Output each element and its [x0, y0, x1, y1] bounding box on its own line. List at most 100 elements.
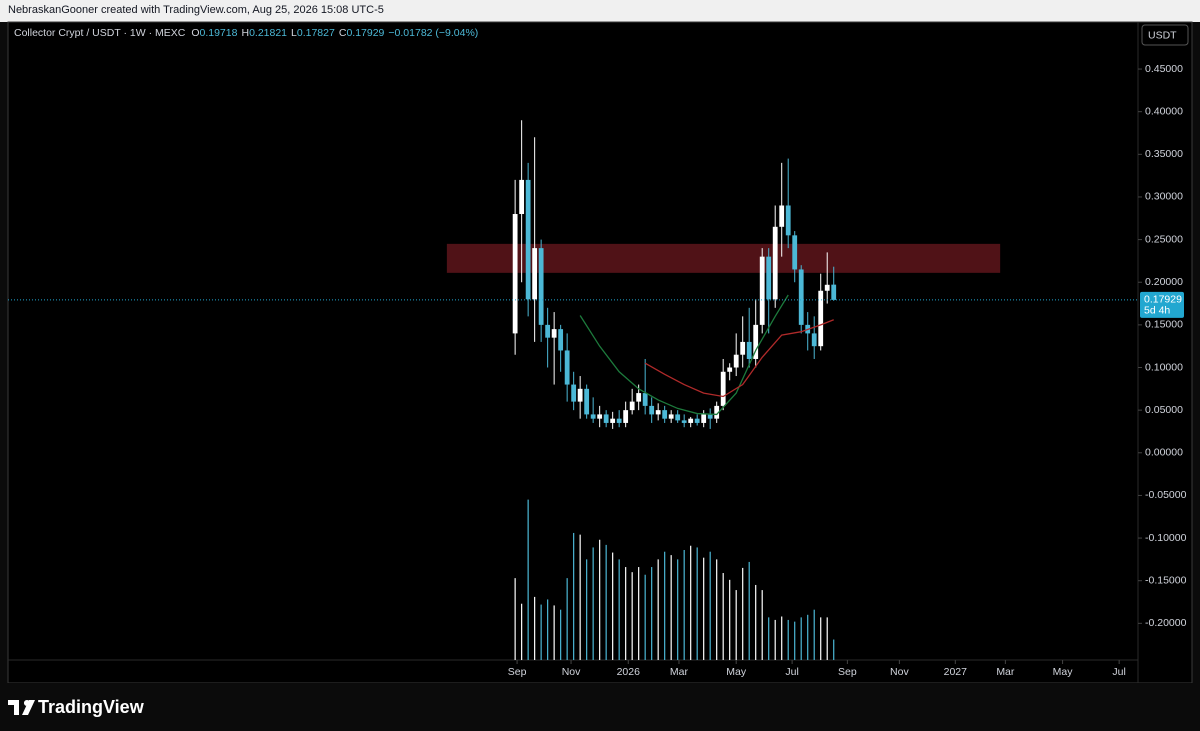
candle-body [688, 418, 694, 423]
ohlc-value: 0.17827 [297, 27, 335, 39]
candle-body [720, 371, 726, 406]
y-tick-label: 0.35000 [1145, 148, 1183, 160]
candle-body [811, 333, 817, 347]
legend-header: Collector Crypt / USDT · 1W · MEXC O 0.197… [14, 27, 478, 39]
candle-body [714, 405, 720, 419]
candle-body [623, 410, 629, 423]
y-tick-label: 0.00000 [1145, 447, 1183, 459]
candle-body [824, 284, 830, 291]
candle-body [577, 388, 583, 402]
y-tick-label: -0.15000 [1145, 574, 1187, 586]
candle-body [519, 179, 525, 215]
candle-body [662, 410, 668, 419]
ohlc-value: 0.21821 [249, 27, 287, 39]
x-tick-label: Sep [838, 666, 857, 678]
candle-body [538, 248, 544, 325]
candle-body [746, 341, 752, 359]
candle-body [772, 226, 778, 300]
moving-average [579, 294, 789, 416]
candle-body [785, 205, 791, 236]
last-price-tag [1140, 291, 1184, 318]
y-tick-label: 0.20000 [1145, 276, 1183, 288]
ohlc-label: H [241, 27, 249, 39]
candle-body [603, 414, 609, 423]
candle-body [818, 290, 824, 347]
countdown-label: 5d 4h [1144, 305, 1170, 317]
candle-body [532, 248, 538, 300]
credit: NebraskanGooner created with TradingView… [8, 4, 384, 16]
candle-body [707, 414, 713, 419]
x-tick-label: Mar [996, 666, 1015, 678]
y-tick-label: -0.20000 [1145, 617, 1187, 629]
x-tick-label: Nov [562, 666, 581, 678]
x-tick-label: 2026 [617, 666, 641, 678]
candle-body [597, 414, 603, 419]
candle-body [668, 414, 674, 419]
x-tick-label: Mar [670, 666, 689, 678]
change-value: −0.01782 (−9.04%) [388, 27, 478, 39]
candle-body [766, 256, 772, 300]
y-tick-label: 0.25000 [1145, 233, 1183, 245]
candle-body [740, 341, 746, 355]
y-tick-label: 0.40000 [1145, 105, 1183, 117]
ohlc-value: 0.19718 [200, 27, 238, 39]
candle-body [649, 405, 655, 415]
ohlc-label: O [191, 27, 199, 39]
candle-body [694, 418, 700, 423]
y-tick-label: 0.05000 [1145, 404, 1183, 416]
brand: TradingView [38, 697, 144, 717]
candle-body [831, 284, 837, 300]
candle-body [655, 410, 661, 415]
candle-body [792, 235, 798, 270]
candle-body [753, 324, 759, 359]
ohlc-label: L [291, 27, 297, 39]
x-tick-label: Nov [890, 666, 909, 678]
candle-body [545, 324, 551, 338]
y-tick-label: 0.10000 [1145, 361, 1183, 373]
x-tick-label: May [1053, 666, 1074, 678]
candle-body [636, 393, 642, 402]
y-tick-label: -0.10000 [1145, 532, 1187, 544]
candle-body [551, 329, 557, 338]
x-tick-label: May [726, 666, 747, 678]
x-tick-label: Jul [1112, 666, 1125, 678]
y-tick-label: 0.30000 [1145, 191, 1183, 203]
candle-body [759, 256, 765, 325]
ohlc-value: 0.17929 [346, 27, 384, 39]
symbol-title: Collector Crypt / USDT · 1W · MEXC [14, 27, 186, 39]
logo [8, 700, 35, 715]
candle-body [779, 205, 785, 227]
ohlc-label: C [339, 27, 347, 39]
footer: TradingView [0, 683, 1200, 731]
currency-label: USDT [1148, 29, 1177, 41]
candle-body [733, 354, 739, 368]
x-tick-label: 2027 [944, 666, 968, 678]
candle-body [558, 329, 564, 351]
x-tick-label: Jul [785, 666, 798, 678]
moving-average [644, 319, 834, 398]
y-tick-label: 0.45000 [1145, 63, 1183, 75]
last-price-label: 0.17929 [1144, 294, 1182, 306]
candle-body [525, 179, 531, 300]
candle-body [512, 214, 518, 334]
chart: Collector Crypt / USDT · 1W · MEXC O 0.197… [7, 21, 1193, 683]
y-tick-label: 0.15000 [1145, 319, 1183, 331]
candle-body [675, 414, 681, 421]
currency-button[interactable] [1141, 24, 1189, 46]
candle-body [616, 418, 622, 423]
y-tick-label: -0.05000 [1145, 489, 1187, 501]
x-tick-label: Sep [508, 666, 527, 678]
candle-body [681, 420, 687, 423]
candle-body [564, 350, 570, 385]
candle-body [590, 414, 596, 419]
candle-body [701, 414, 707, 423]
candle-body [571, 384, 577, 402]
candle-body [584, 388, 590, 415]
candle-body [727, 367, 733, 372]
credit-bar: NebraskanGooner created with TradingView… [0, 0, 1200, 22]
candle-body [642, 393, 648, 406]
candle-body [629, 401, 635, 411]
candle-body [610, 418, 616, 423]
candle-body [798, 269, 804, 325]
